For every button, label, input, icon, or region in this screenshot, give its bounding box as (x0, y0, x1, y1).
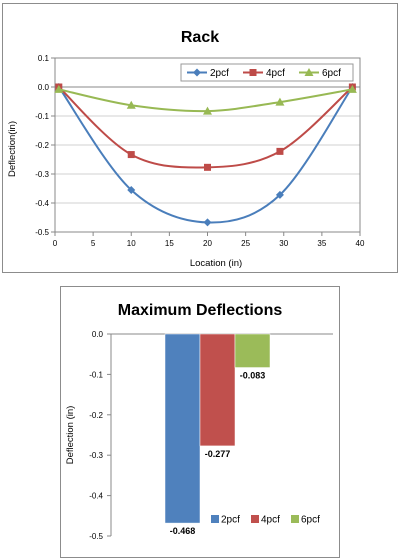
data-labels: -0.468 -0.277 -0.083 (170, 371, 266, 537)
y-tick-label: -0.4 (89, 492, 103, 501)
series-line-2pcf (57, 86, 354, 224)
chart-title: Maximum Deflections (118, 302, 283, 319)
x-tick-label: 15 (165, 239, 174, 248)
chart-title: Rack (181, 29, 219, 46)
legend-box (180, 63, 354, 82)
x-tick-label: 10 (127, 239, 136, 248)
legend-swatch-6pcf (291, 515, 299, 523)
x-tick-label: 35 (317, 239, 326, 248)
data-label-6pcf: -0.083 (240, 371, 266, 381)
legend-label-2pcf: 2pcf (221, 515, 240, 526)
tick-labels: 0.0 -0.1 -0.2 -0.3 -0.4 -0.5 (89, 330, 103, 541)
y-tick-label: -0.4 (35, 199, 49, 208)
legend-label-6pcf: 6pcf (322, 68, 341, 79)
x-axis-label: Location (in) (190, 258, 242, 269)
marker-triangle (54, 84, 64, 93)
legend-label-4pcf: 4pcf (261, 515, 280, 526)
y-tick-label: -0.1 (89, 370, 103, 379)
marker-diamond (193, 68, 201, 77)
marker-triangle (203, 106, 212, 115)
max-deflections-svg: Maximum Deflections Deflection (in) 0.0 -… (65, 302, 333, 541)
y-tick-label: -0.3 (35, 170, 49, 179)
x-tick-label: 5 (91, 239, 96, 248)
y-axis-label: Deflection (in) (65, 406, 76, 465)
bar-4pcf (199, 333, 236, 447)
legend: 2pcf 4pcf 6pcf (180, 63, 354, 82)
marker-diamond (275, 190, 284, 199)
y-tick-label: 0.0 (38, 83, 50, 92)
rack-chart: Rack Deflection(in) Location (in) 0.1 0.0… (2, 3, 398, 273)
legend-label-6pcf: 6pcf (301, 515, 320, 526)
marker-triangle (275, 97, 285, 106)
series-group (54, 83, 357, 227)
tick-labels: 0.1 0.0 -0.1 -0.2 -0.3 -0.4 -0.5 0 5 10 15 20 25 30 35… (35, 54, 365, 248)
series-6pcf (54, 84, 357, 115)
legend-label-4pcf: 4pcf (266, 68, 285, 79)
series-2pcf (54, 83, 357, 227)
legend: 2pcf 4pcf 6pcf (211, 515, 320, 526)
marker-square (249, 69, 257, 76)
bars-group (164, 333, 271, 524)
marker-square (276, 147, 284, 155)
y-tick-label: -0.2 (89, 411, 103, 420)
grid-lines (55, 57, 360, 233)
x-tick-label: 30 (279, 239, 288, 248)
max-deflections-chart: Maximum Deflections Deflection (in) 0.0 -… (60, 286, 340, 558)
y-tick-label: 0.0 (92, 330, 104, 339)
y-tick-label: 0.1 (38, 54, 50, 63)
x-tick-label: 20 (203, 239, 212, 248)
y-tick-label: -0.5 (35, 228, 49, 237)
y-axis-label: Deflection(in) (7, 121, 18, 177)
y-tick-label: -0.2 (35, 141, 49, 150)
marker-diamond (203, 218, 212, 227)
x-tick-label: 40 (356, 239, 365, 248)
y-tick-label: -0.1 (35, 112, 49, 121)
rack-chart-svg: Rack Deflection(in) Location (in) 0.1 0.0… (7, 29, 365, 269)
data-label-2pcf: -0.468 (170, 526, 196, 536)
bar-2pcf (164, 333, 201, 524)
x-tick-label: 0 (53, 239, 58, 248)
marker-square (127, 151, 135, 159)
y-tick-label: -0.5 (89, 532, 103, 541)
bar-6pcf (234, 333, 271, 368)
series-line-6pcf (58, 88, 353, 113)
marker-square (204, 163, 211, 171)
x-tick-label: 25 (241, 239, 250, 248)
marker-triangle (347, 84, 357, 93)
axes (51, 57, 361, 236)
y-tick-label: -0.3 (89, 451, 103, 460)
marker-triangle (304, 68, 314, 76)
marker-triangle (126, 100, 136, 109)
legend-swatch-4pcf (251, 515, 259, 523)
marker-diamond (127, 185, 136, 194)
legend-label-2pcf: 2pcf (210, 68, 229, 79)
legend-swatch-2pcf (211, 515, 219, 523)
data-label-4pcf: -0.277 (205, 449, 231, 459)
